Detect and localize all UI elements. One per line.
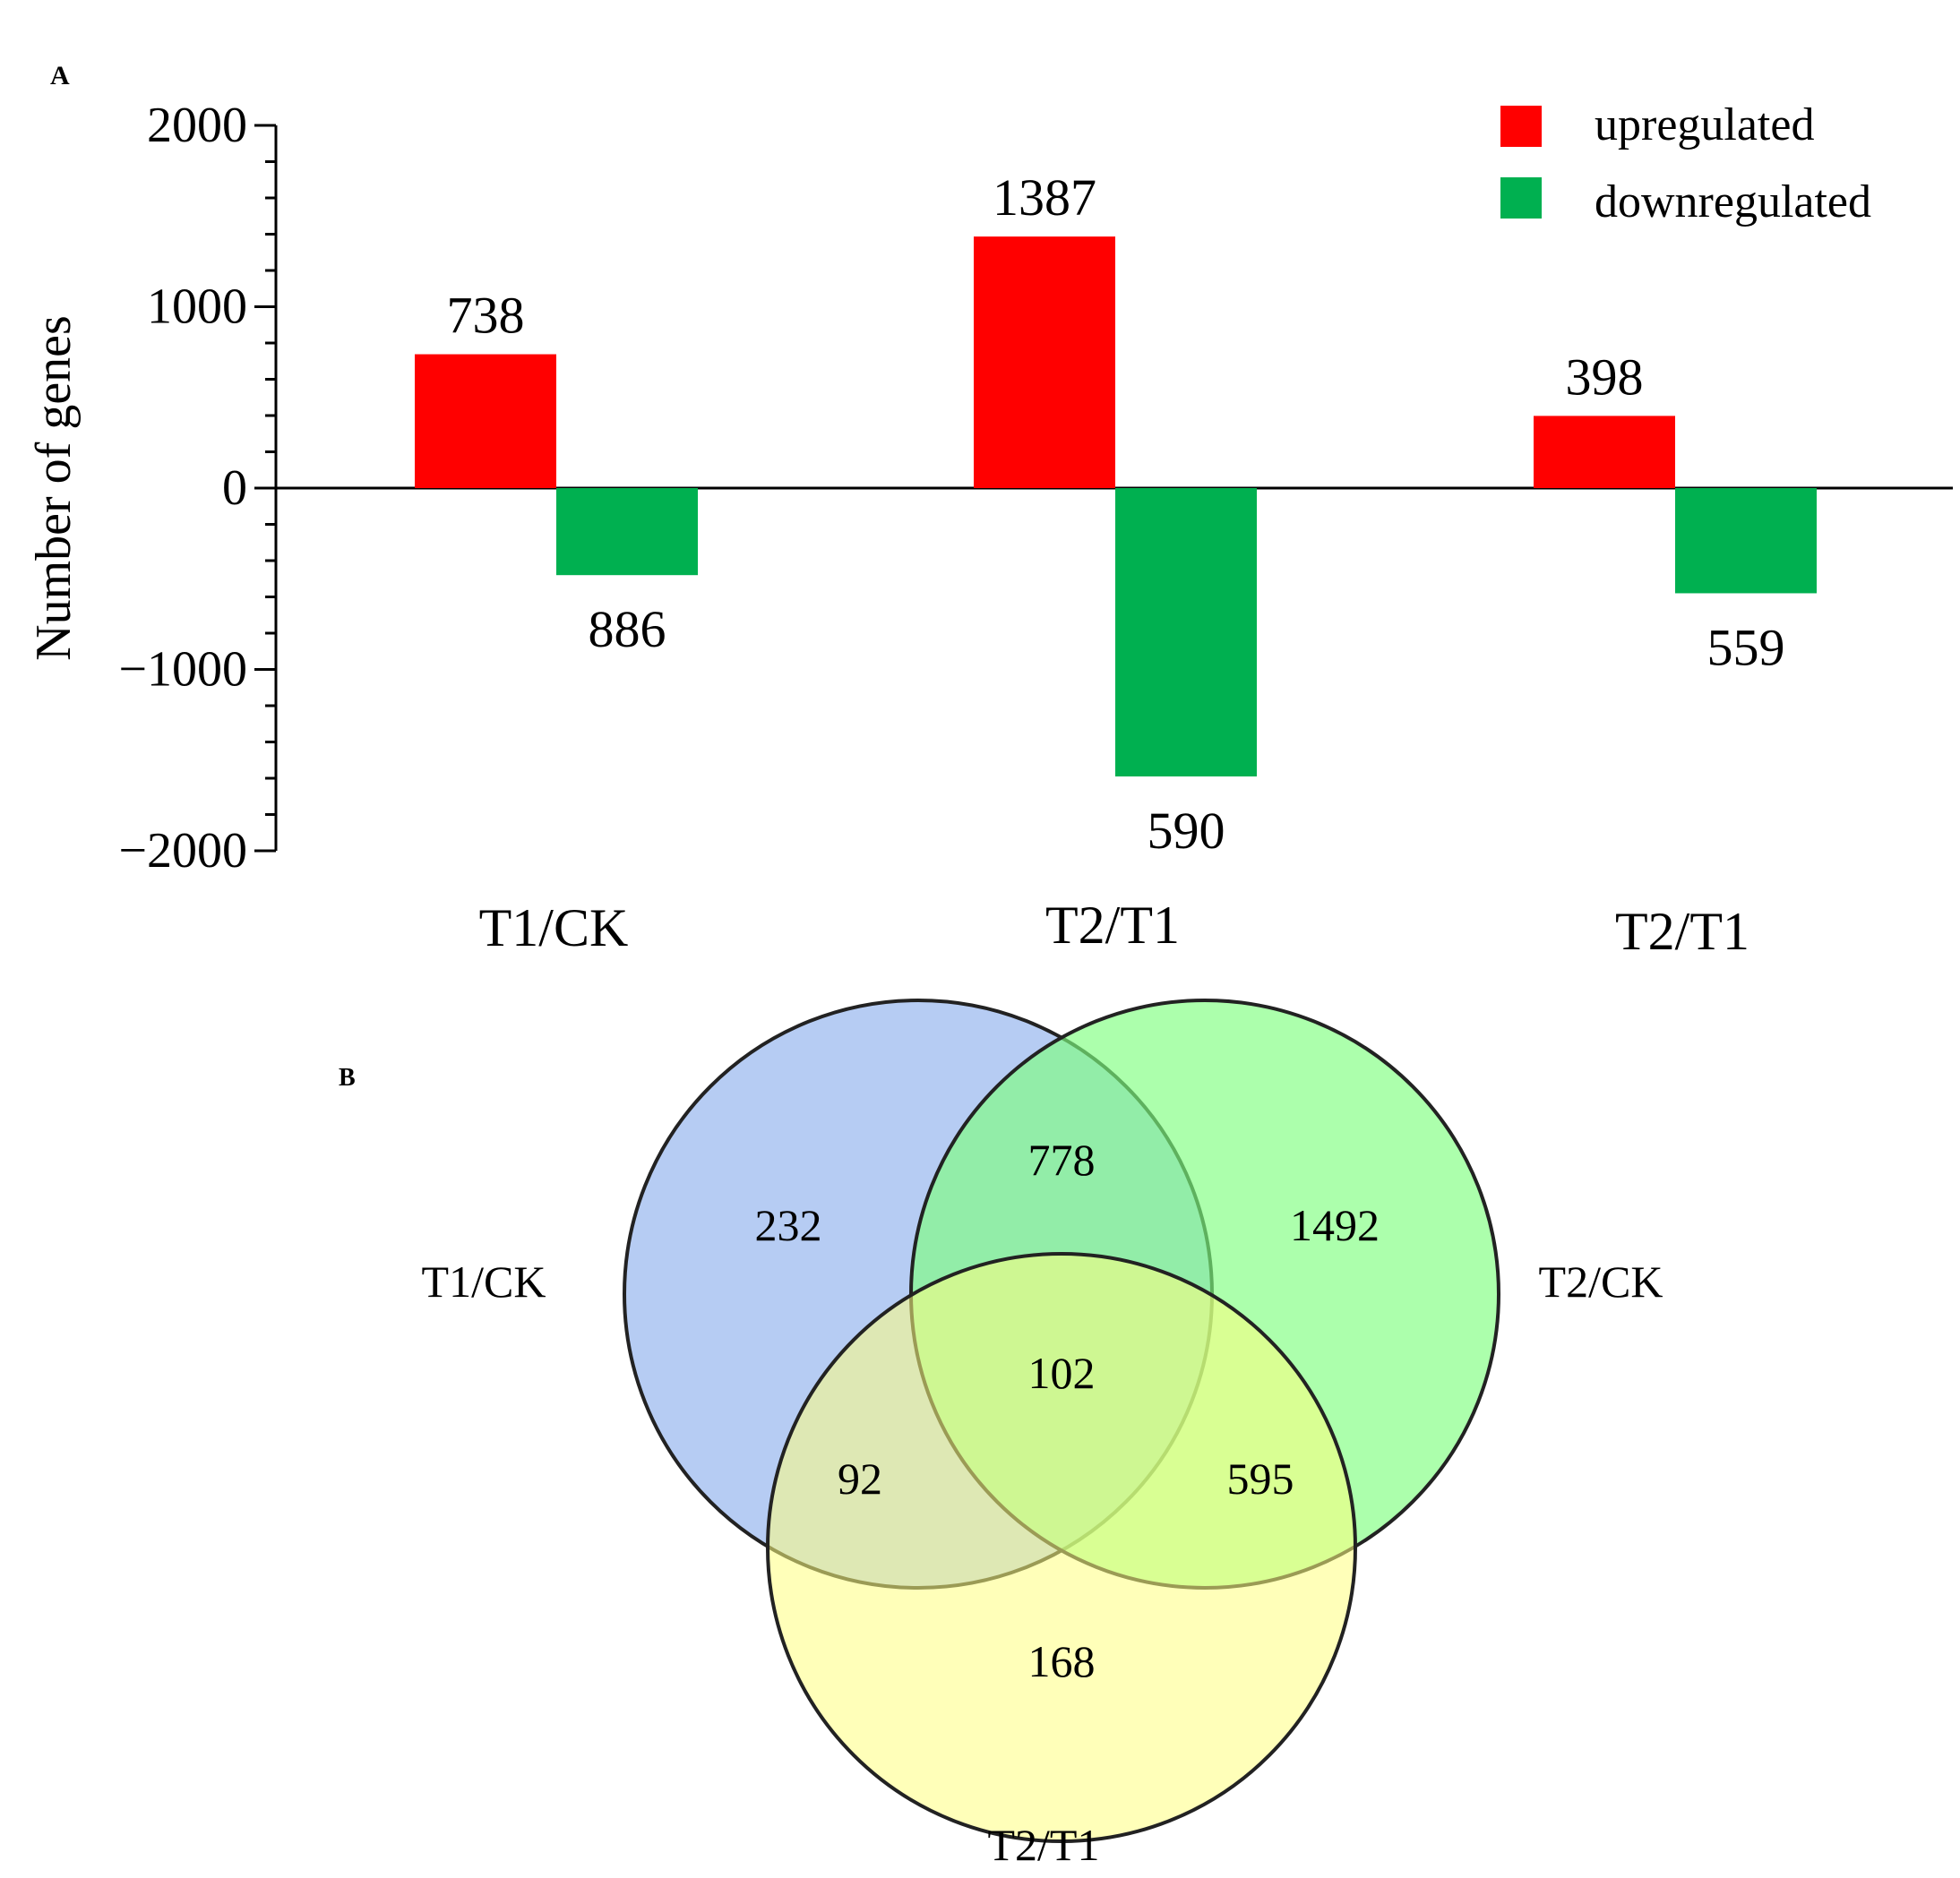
venn-set-label-t1ck: T1/CK [422,1256,546,1307]
bar-label-upregulated-1: 738 [447,287,525,345]
bar-label-downregulated-1: 886 [589,600,666,658]
y-tick-label: −2000 [118,823,247,879]
venn-count-t2ck-t2t1: 595 [1227,1454,1294,1504]
panel-a-label: A [50,61,70,90]
legend-label-upregulated: upregulated [1595,99,1814,150]
venn-count-t1ck-t2t1: 92 [838,1454,882,1504]
venn-set-labels: T1/CK T2/CK T2/T1 [422,1256,1663,1870]
venn-count-all-three: 102 [1028,1348,1096,1398]
bars [415,236,1817,776]
x-category-label: T2/T1 [1045,896,1180,955]
venn-set-label-t2ck: T2/CK [1539,1256,1663,1307]
y-tick-label: 1000 [147,279,247,335]
venn-set-label-t2t1: T2/T1 [988,1820,1100,1870]
venn-circle-t2t1 [766,1252,1357,1843]
panel-b-label: B [339,1064,356,1092]
y-tick-label: 2000 [147,98,247,153]
bar-chart-panel: A Number of genes 2000 1000 0 −1000 −2000 73… [26,61,1953,961]
bar-downregulated-2 [1115,488,1257,776]
legend-label-downregulated: downregulated [1595,176,1871,227]
bar-upregulated-1 [415,354,556,488]
bar-upregulated-2 [974,236,1115,488]
legend: upregulated downregulated [1500,99,1871,227]
venn-count-only-t2t1: 168 [1028,1636,1096,1686]
y-tick-label: 0 [222,460,247,516]
legend-swatch-upregulated [1500,106,1542,147]
bar-label-upregulated-2: 1387 [993,168,1096,227]
y-tick-label: −1000 [118,642,247,698]
bar-value-labels: 738 886 1387 590 398 559 [447,168,1785,860]
venn-diagram-panel: B 232 1492 778 102 92 595 168 T1/CK T2/C… [339,999,1663,1870]
venn-count-t1ck-t2ck: 778 [1028,1135,1096,1185]
venn-region-counts: 232 1492 778 102 92 595 168 [755,1135,1380,1686]
bar-label-upregulated-3: 398 [1566,347,1644,406]
x-axis-category-labels: T1/CK T2/T1 T2/T1 [479,896,1749,961]
venn-count-only-t1ck: 232 [755,1200,822,1250]
bar-label-downregulated-3: 559 [1707,618,1785,676]
x-category-label: T2/T1 [1615,902,1749,961]
bar-downregulated-1 [556,488,698,576]
legend-swatch-downregulated [1500,177,1542,219]
bar-label-downregulated-2: 590 [1148,802,1225,860]
y-axis-title: Number of genes [26,315,82,661]
x-category-label: T1/CK [479,898,629,957]
venn-count-only-t2ck: 1492 [1290,1200,1380,1250]
bar-downregulated-3 [1675,488,1817,594]
bar-upregulated-3 [1534,416,1675,488]
